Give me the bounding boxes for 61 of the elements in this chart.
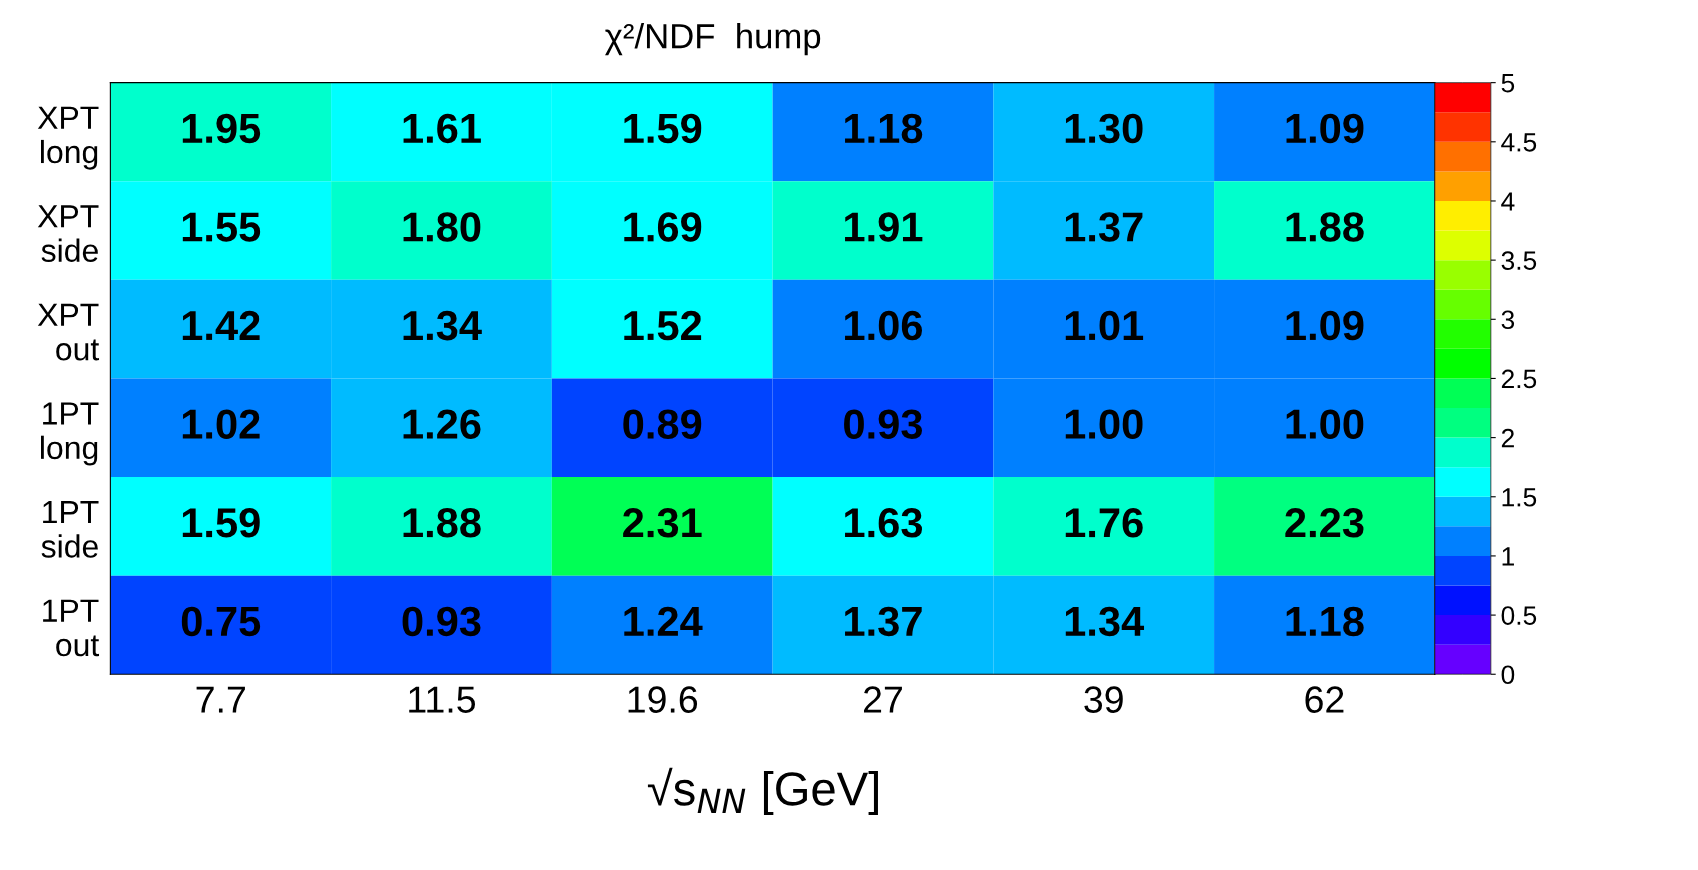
data-label: 0.75 — [181, 606, 261, 637]
x-tick-label: 11.5 — [409, 686, 476, 713]
data-label: 1.34 — [403, 310, 482, 341]
data-label: 1.88 — [403, 508, 481, 538]
y-tick-label: 1PT out — [43, 599, 100, 657]
data-label: 1.37 — [1065, 212, 1143, 242]
color-bar-label: 5 — [1501, 74, 1515, 93]
y-tick-label: XPT out — [37, 303, 100, 361]
data-label: 1.09 — [1286, 113, 1364, 144]
data-label: 1.34 — [1065, 606, 1145, 637]
color-bar-label: 1 — [1502, 547, 1514, 566]
data-label: 0.93 — [402, 606, 481, 637]
y-tick-label: 1PT long — [41, 402, 99, 466]
data-label: 1.61 — [403, 113, 481, 144]
data-label: 1.18 — [1286, 606, 1364, 637]
data-label: 1.76 — [1065, 508, 1143, 538]
data-label: 1.88 — [1286, 212, 1364, 242]
data-label: 1.95 — [182, 113, 261, 144]
data-label: 2.31 — [623, 508, 702, 538]
data-label: 1.37 — [845, 606, 922, 637]
color-bar-label: 1.5 — [1502, 488, 1537, 507]
color-bar-label: 4 — [1501, 192, 1515, 211]
data-label: 2.23 — [1285, 508, 1364, 538]
color-bar-label: 3 — [1501, 310, 1515, 330]
color-bar-label: 2.5 — [1501, 369, 1537, 389]
x-tick-label: 27 — [863, 686, 902, 713]
data-label: 1.06 — [845, 310, 923, 341]
data-label: 0.93 — [844, 409, 923, 439]
data-label: 1.91 — [845, 212, 923, 242]
data-label: 1.42 — [182, 310, 260, 340]
data-label: 1.59 — [624, 113, 702, 144]
data-label: 1.26 — [403, 409, 481, 439]
y-tick-label: XPT side — [37, 205, 99, 262]
data-label: 1.69 — [624, 212, 702, 242]
data-label: 1.24 — [624, 606, 703, 636]
color-bar-label: 0 — [1501, 665, 1515, 685]
y-tick-label: 1PT side — [41, 501, 99, 558]
data-label: 1.00 — [1065, 409, 1143, 439]
x-tick-label: 19.6 — [628, 686, 698, 713]
color-bar-label: 4.5 — [1501, 133, 1537, 152]
x-tick-label: 7.7 — [196, 686, 245, 713]
data-label: 1.52 — [624, 310, 702, 341]
y-tick-label: XPT long — [37, 106, 99, 170]
data-label: 1.30 — [1065, 113, 1143, 144]
data-label: 1.59 — [182, 508, 260, 538]
color-bar-label: 3.5 — [1501, 251, 1537, 270]
chart-title: χ²/NDF hump — [605, 22, 821, 56]
color-bar-label: 2 — [1501, 428, 1514, 448]
data-label: 1.63 — [845, 508, 923, 538]
data-label: 1.00 — [1286, 409, 1364, 439]
x-tick-label: 62 — [1305, 686, 1344, 713]
color-bar-label: 0.5 — [1501, 606, 1537, 625]
data-label: 0.89 — [623, 409, 702, 439]
x-tick-label: 39 — [1084, 686, 1123, 713]
data-label: 1.01 — [1065, 310, 1144, 341]
data-label: 1.02 — [182, 409, 260, 439]
data-label: 1.80 — [403, 212, 481, 242]
x-axis-title: √s$_{NN}$ [GeV] — [647, 767, 878, 816]
data-label: 1.09 — [1286, 310, 1364, 341]
data-label: 1.55 — [182, 212, 261, 242]
data-label: 1.18 — [845, 113, 923, 144]
